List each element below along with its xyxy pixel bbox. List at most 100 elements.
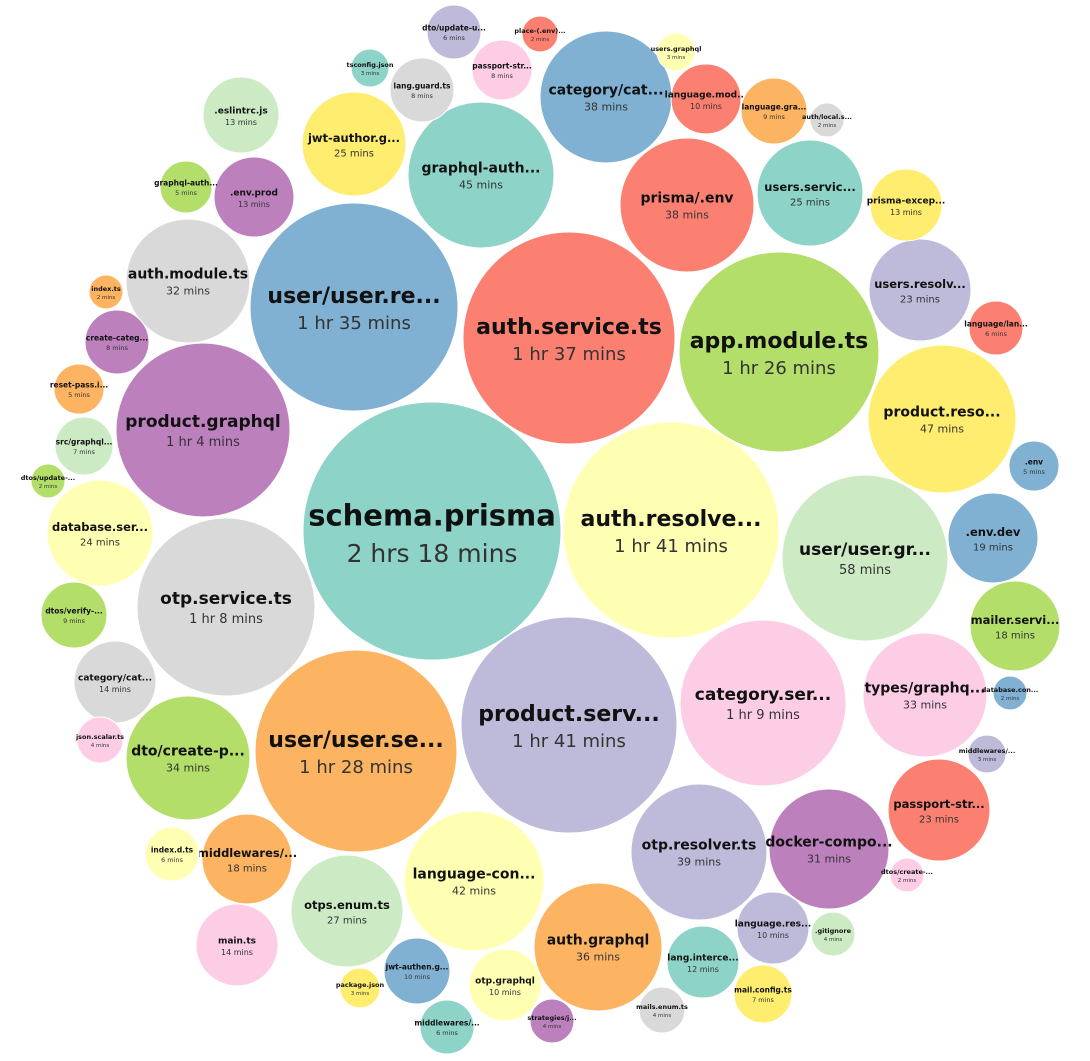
bubble-circle-passport-str[interactable] <box>887 758 991 862</box>
bubble-middlewares[interactable]: middlewares/... 3 mins <box>959 734 1016 774</box>
bubble-env-dev[interactable]: .env.dev 19 mins <box>947 492 1039 584</box>
bubble-dtos-update[interactable]: dtos/update-... 2 mins <box>21 463 75 499</box>
bubble-dto-create-p[interactable]: dto/create-p...34 mins <box>125 695 251 821</box>
bubble-circle-dtos-update[interactable] <box>30 463 66 499</box>
bubble-jwt-author-g[interactable]: jwt-author.g... 25 mins <box>301 91 407 197</box>
bubble-database-ser[interactable]: database.ser... 24 mins <box>46 479 154 587</box>
bubble-circle-graphql-auth[interactable] <box>159 160 213 214</box>
bubble-circle-otp-service-ts[interactable] <box>136 517 316 697</box>
bubble-category-cat[interactable]: category/cat...38 mins <box>539 30 673 164</box>
bubble-circle-language-con[interactable] <box>403 810 545 952</box>
bubble-lang-guard-ts[interactable]: lang.guard.ts8 mins <box>389 57 455 123</box>
bubble-circle-users-servic[interactable] <box>756 139 864 247</box>
bubble-product-reso[interactable]: product.reso...47 mins <box>867 344 1017 494</box>
bubble-circle-mail-config-ts[interactable] <box>733 964 793 1024</box>
bubble-jwt-authen-g[interactable]: jwt-authen.g...10 mins <box>383 937 451 1005</box>
bubble-circle-product-graphql[interactable] <box>115 342 291 518</box>
bubble-user-user-se[interactable]: user/user.se... 1 hr 28 mins <box>254 649 458 853</box>
bubble-passport-str[interactable]: passport-str...8 mins <box>471 39 533 101</box>
bubble-circle-strategies-j[interactable] <box>529 998 575 1044</box>
bubble-circle-main-ts[interactable] <box>195 903 279 987</box>
bubble-user-user-gr[interactable]: user/user.gr... 58 mins <box>781 474 949 642</box>
bubble-dtos-create[interactable]: dtos/create-... 2 mins <box>881 857 933 893</box>
bubble-product-serv[interactable]: product.serv... 1 hr 41 mins <box>460 616 678 834</box>
bubble-auth-resolve[interactable]: auth.resolve... 1 hr 41 mins <box>562 421 780 639</box>
bubble-circle-product-reso[interactable] <box>867 344 1017 494</box>
bubble-circle-mails-enum-ts[interactable] <box>638 986 686 1034</box>
bubble-eslintrc-js[interactable]: .eslintrc.js 13 mins <box>202 76 280 154</box>
bubble-circle-gitignore[interactable] <box>810 911 856 957</box>
bubble-circle-graphql-auth[interactable] <box>407 101 555 249</box>
bubble-graphql-auth[interactable]: graphql-auth...45 mins <box>407 101 555 249</box>
bubble-mail-config-ts[interactable]: mail.config.ts7 mins <box>733 964 793 1024</box>
bubble-lang-interce[interactable]: lang.interce... 12 mins <box>666 925 740 999</box>
bubble-tsconfig-json[interactable]: tsconfig.json 3 mins <box>346 48 394 88</box>
bubble-reset-pass-i[interactable]: reset-pass.i...5 mins <box>50 363 109 415</box>
bubble-gitignore[interactable]: .gitignore 4 mins <box>810 911 856 957</box>
bubble-graphql-auth[interactable]: graphql-auth...5 mins <box>154 160 218 214</box>
bubble-circle-middlewares[interactable] <box>967 734 1007 774</box>
bubble-place-env[interactable]: place-(.env)... 2 mins <box>514 15 566 53</box>
bubble-circle-auth-graphql[interactable] <box>533 882 663 1012</box>
bubble-circle-otp-graphql[interactable] <box>468 948 542 1022</box>
bubble-circle-user-user-se[interactable] <box>254 649 458 853</box>
bubble-otps-enum-ts[interactable]: otps.enum.ts 27 mins <box>290 854 404 968</box>
bubble-types-graphq[interactable]: types/graphq...33 mins <box>862 632 988 758</box>
bubble-circle-package-json[interactable] <box>339 967 381 1009</box>
bubble-circle-src-graphql[interactable] <box>54 416 114 476</box>
bubble-circle-lang-interce[interactable] <box>666 925 740 999</box>
bubble-circle-env-prod[interactable] <box>213 156 295 238</box>
bubble-users-graphql[interactable]: users.graphql 3 mins <box>651 32 702 72</box>
bubble-circle-docker-compo[interactable] <box>768 788 890 910</box>
bubble-database-con[interactable]: database.con... 2 mins <box>982 675 1039 711</box>
bubble-dtos-verify[interactable]: dtos/verify-...9 mins <box>40 581 108 649</box>
bubble-circle-types-graphq[interactable] <box>862 632 988 758</box>
bubble-mails-enum-ts[interactable]: mails.enum.ts 4 mins <box>636 986 688 1034</box>
bubble-circle-auth-service-ts[interactable] <box>462 231 676 445</box>
bubble-user-user-re[interactable]: user/user.re... 1 hr 35 mins <box>249 202 459 412</box>
bubble-middlewares[interactable]: middlewares/...6 mins <box>414 999 480 1055</box>
bubble-circle-database-con[interactable] <box>992 675 1028 711</box>
bubble-passport-str[interactable]: passport-str... 23 mins <box>887 758 991 862</box>
bubble-circle-jwt-author-g[interactable] <box>301 91 407 197</box>
bubble-index-ts[interactable]: index.ts 2 mins <box>88 274 124 310</box>
bubble-circle-language-res[interactable] <box>736 891 810 965</box>
bubble-circle-create-categ[interactable] <box>84 309 150 375</box>
bubble-circle-middlewares[interactable] <box>419 999 475 1055</box>
bubble-language-mod[interactable]: language.mod... 10 mins <box>665 63 748 135</box>
bubble-auth-service-ts[interactable]: auth.service.ts 1 hr 37 mins <box>462 231 676 445</box>
bubble-language-lan[interactable]: language/lan...6 mins <box>964 300 1028 356</box>
bubble-prisma-excep[interactable]: prisma-excep... 13 mins <box>867 168 946 242</box>
bubble-circle-database-ser[interactable] <box>46 479 154 587</box>
bubble-circle-env[interactable] <box>1008 440 1060 492</box>
bubble-circle-users-resolv[interactable] <box>868 238 972 342</box>
bubble-circle-mailer-servi[interactable] <box>969 580 1061 672</box>
bubble-src-graphql[interactable]: src/graphql...7 mins <box>54 416 114 476</box>
bubble-circle-lang-guard-ts[interactable] <box>389 57 455 123</box>
bubble-package-json[interactable]: package.json 3 mins <box>336 967 385 1009</box>
bubble-language-gra[interactable]: language.gra...9 mins <box>740 77 808 145</box>
bubble-language-res[interactable]: language.res... 10 mins <box>735 891 812 965</box>
bubble-circle-user-user-re[interactable] <box>249 202 459 412</box>
bubble-circle-dtos-create[interactable] <box>889 857 925 893</box>
bubble-circle-env-dev[interactable] <box>947 492 1039 584</box>
bubble-users-resolv[interactable]: users.resolv... 23 mins <box>868 238 972 342</box>
bubble-strategies-j[interactable]: strategies/j... 4 mins <box>527 998 577 1044</box>
bubble-circle-index-d-ts[interactable] <box>144 826 200 882</box>
bubble-circle-passport-str[interactable] <box>471 39 533 101</box>
bubble-dto-update-u[interactable]: dto/update-u...6 mins <box>422 4 486 60</box>
bubble-circle-schema-prisma[interactable] <box>302 401 562 661</box>
bubble-circle-auth-module-ts[interactable] <box>125 218 251 344</box>
bubble-otp-graphql[interactable]: otp.graphql 10 mins <box>468 948 542 1022</box>
bubble-circle-place-env[interactable] <box>521 15 559 53</box>
bubble-circle-dtos-verify[interactable] <box>40 581 108 649</box>
bubble-circle-otps-enum-ts[interactable] <box>290 854 404 968</box>
bubble-circle-language-gra[interactable] <box>740 77 808 145</box>
bubble-circle-otp-resolver-ts[interactable] <box>630 783 768 921</box>
bubble-index-d-ts[interactable]: index.d.ts6 mins <box>144 826 200 882</box>
